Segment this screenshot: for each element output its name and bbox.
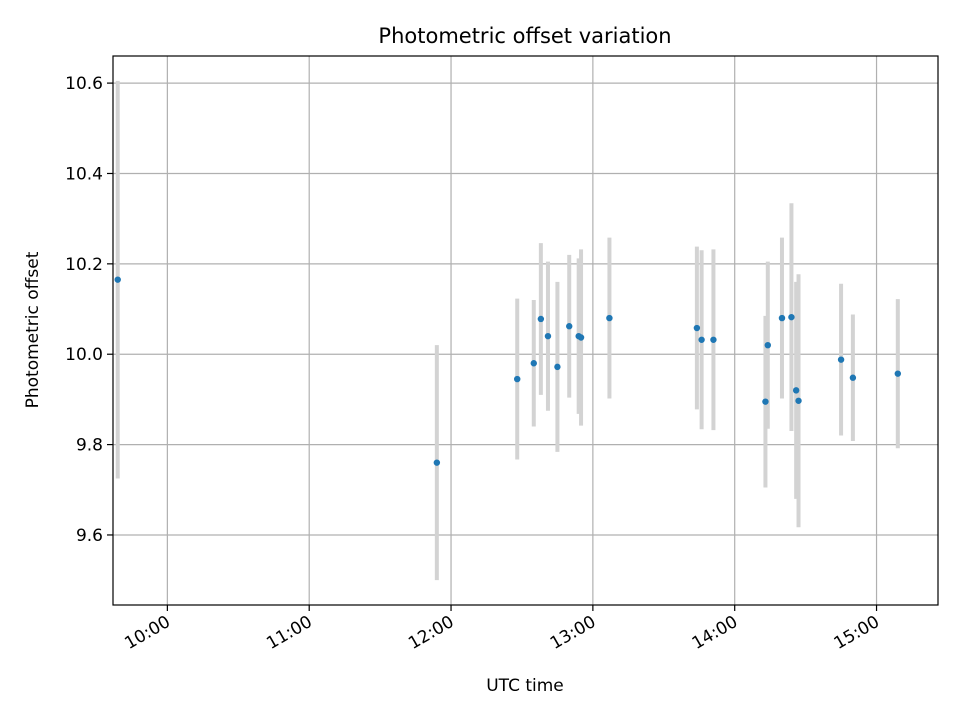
data-point (114, 276, 121, 283)
y-tick-label: 10.6 (65, 74, 103, 94)
data-point (566, 323, 573, 330)
data-point (577, 334, 585, 341)
data-point (698, 336, 705, 343)
data-point (778, 314, 786, 322)
y-tick-label: 9.8 (76, 436, 103, 456)
data-point (537, 315, 545, 323)
y-tick-label: 9.6 (76, 526, 103, 546)
data-point (849, 374, 857, 381)
data-point (762, 398, 769, 405)
x-axis-label: UTC time (486, 676, 564, 696)
grid-lines (113, 56, 938, 605)
data-point (433, 459, 441, 466)
data-point (514, 375, 521, 383)
y-tick-label: 10.2 (65, 255, 103, 275)
data-point (792, 387, 800, 394)
data-point (710, 336, 717, 343)
data-point (795, 397, 802, 404)
data-point (530, 360, 537, 367)
y-tick-label: 10.4 (65, 164, 103, 184)
data-point (764, 341, 771, 349)
data-point (693, 324, 701, 332)
data-point (837, 356, 845, 363)
y-axis-label: Photometric offset (23, 251, 43, 408)
y-tick-label: 10.0 (65, 345, 103, 365)
data-point (544, 332, 552, 340)
data-points (114, 276, 902, 466)
y-axis-ticks: 9.6 9.8 10.0 10.2 10.4 10.6 (65, 74, 113, 546)
plot-frame (112, 55, 939, 606)
data-point (554, 363, 561, 371)
data-point (894, 370, 902, 377)
chart-title: Photometric offset variation (378, 24, 671, 48)
data-point (606, 314, 613, 322)
data-point (788, 313, 795, 321)
